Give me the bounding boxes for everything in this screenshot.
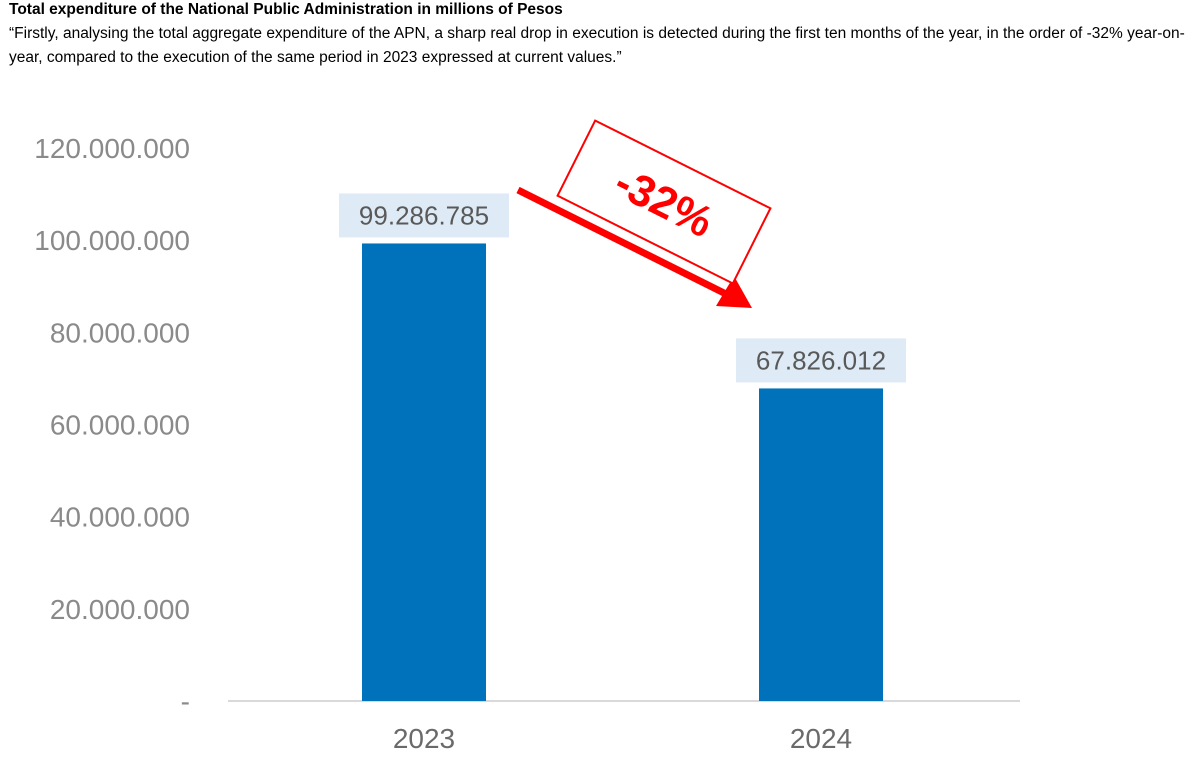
y-tick-label: 80.000.000	[50, 317, 190, 348]
change-annotation: -32%	[516, 119, 772, 308]
bar-2024	[759, 388, 883, 701]
data-label-box	[339, 193, 509, 238]
x-tick-label-2023: 2023	[393, 723, 455, 754]
chart-header: Total expenditure of the National Public…	[9, 0, 1197, 70]
data-label-2023: 99.286.785	[359, 200, 489, 230]
change-badge: -32%	[556, 119, 772, 285]
y-tick-label: 40.000.000	[50, 502, 190, 533]
data-label-2024: 67.826.012	[756, 345, 886, 375]
chart-title: Total expenditure of the National Public…	[9, 1, 563, 18]
x-tick-label-2024: 2024	[790, 723, 852, 754]
decrease-arrow-shaft	[516, 186, 732, 300]
chart-quote: “Firstly, analysing the total aggregate …	[9, 25, 1185, 66]
y-axis-ticks: - 20.000.000 40.000.000 60.000.000 80.000.00…	[34, 133, 190, 717]
data-label-box	[736, 338, 906, 383]
y-tick-label: 100.000.000	[34, 225, 190, 256]
decrease-arrow-head	[716, 276, 752, 308]
bars-group: 99.286.785 2023 67.826.012 2024	[339, 193, 906, 754]
change-badge-box	[556, 119, 772, 285]
y-tick-label: 20.000.000	[50, 594, 190, 625]
y-tick-label: -	[181, 686, 190, 717]
y-tick-label: 120.000.000	[34, 133, 190, 164]
y-tick-label: 60.000.000	[50, 410, 190, 441]
bar-2023	[362, 243, 486, 701]
